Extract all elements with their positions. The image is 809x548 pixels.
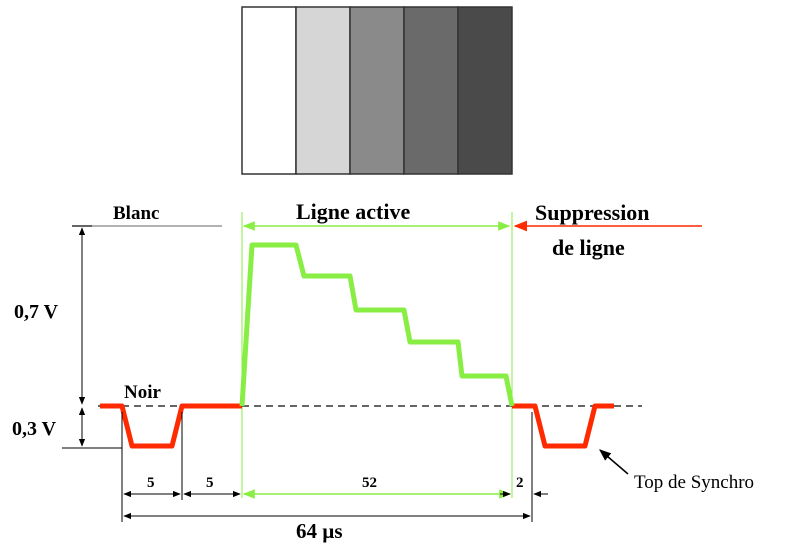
suppression-label-line1: Suppression bbox=[535, 200, 650, 225]
volt-07-label: 0,7 V bbox=[14, 301, 59, 323]
gray-bar-1 bbox=[241, 6, 297, 175]
top-synchro-label: Top de Synchro bbox=[634, 472, 754, 493]
gray-bar-3 bbox=[349, 6, 405, 175]
gray-bar-4 bbox=[403, 6, 459, 175]
blanc-label: Blanc bbox=[113, 203, 159, 224]
sync-signal-right bbox=[512, 403, 614, 449]
timing-2-label: 2 bbox=[516, 475, 524, 491]
top-synchro-pointer bbox=[599, 449, 629, 475]
volt-03-label: 0,3 V bbox=[12, 418, 57, 440]
gray-bar-2 bbox=[295, 6, 351, 175]
noir-label: Noir bbox=[124, 382, 162, 403]
gray-scale-bars bbox=[241, 6, 513, 175]
timing-64-label: 64 µs bbox=[296, 519, 343, 543]
suppression-label-line2: de ligne bbox=[552, 235, 625, 260]
timing-52-label: 52 bbox=[362, 475, 377, 491]
ligne-active-label: Ligne active bbox=[296, 199, 410, 224]
timing-5b-label: 5 bbox=[206, 475, 214, 491]
gray-bar-5 bbox=[457, 6, 513, 175]
video-signal-staircase bbox=[239, 242, 515, 407]
timing-5a-label: 5 bbox=[147, 475, 155, 491]
sync-signal-left bbox=[100, 403, 242, 449]
